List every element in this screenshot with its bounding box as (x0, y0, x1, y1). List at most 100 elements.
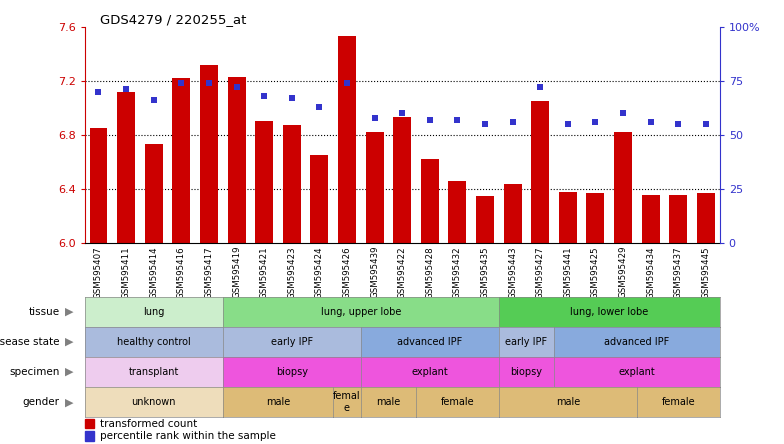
Bar (614, 132, 632, 243)
Text: transformed count: transformed count (100, 419, 198, 429)
Point (313, 103, 325, 111)
Text: GSM595437: GSM595437 (673, 246, 683, 299)
Point (423, 116, 436, 123)
Bar (89, 128, 107, 243)
Text: unknown: unknown (132, 397, 176, 407)
Bar (394, 117, 411, 243)
Bar (227, 77, 245, 243)
Point (285, 95, 298, 102)
Text: tissue: tissue (29, 307, 60, 317)
Point (479, 121, 492, 128)
Bar (172, 78, 191, 243)
Text: GSM595439: GSM595439 (370, 246, 379, 298)
Text: ▶: ▶ (65, 367, 74, 377)
Text: male: male (556, 397, 580, 407)
Point (202, 79, 215, 87)
Bar (338, 36, 356, 243)
Point (341, 79, 354, 87)
Bar (255, 122, 273, 243)
Text: GSM595411: GSM595411 (122, 246, 131, 299)
Bar (200, 64, 218, 243)
Point (175, 79, 187, 87)
Bar (310, 155, 328, 243)
Point (147, 97, 160, 104)
Text: ▶: ▶ (65, 397, 74, 407)
Bar (559, 192, 577, 243)
Bar (145, 144, 162, 243)
Point (672, 121, 684, 128)
Text: GSM595428: GSM595428 (425, 246, 434, 299)
Bar (117, 91, 135, 243)
Bar (448, 181, 466, 243)
Text: GSM595419: GSM595419 (232, 246, 241, 298)
Text: biopsy: biopsy (510, 367, 543, 377)
Text: male: male (376, 397, 401, 407)
Text: GSM595426: GSM595426 (343, 246, 351, 299)
Text: male: male (266, 397, 290, 407)
Point (534, 84, 546, 91)
Text: lung, lower lobe: lung, lower lobe (570, 307, 648, 317)
Text: early IPF: early IPF (270, 337, 313, 347)
Text: GSM595445: GSM595445 (702, 246, 710, 299)
Point (93, 88, 105, 95)
Text: ▶: ▶ (65, 337, 74, 347)
Bar (421, 159, 439, 243)
Text: advanced IPF: advanced IPF (604, 337, 670, 347)
Bar (283, 126, 301, 243)
Text: GSM595425: GSM595425 (591, 246, 600, 299)
Text: biopsy: biopsy (276, 367, 308, 377)
Text: GSM595435: GSM595435 (481, 246, 489, 299)
Bar (642, 194, 659, 243)
Point (617, 110, 630, 117)
Point (396, 110, 408, 117)
Text: GSM595427: GSM595427 (535, 246, 545, 299)
Point (644, 119, 657, 126)
Text: GSM595443: GSM595443 (508, 246, 517, 299)
Bar (365, 132, 383, 243)
Bar (476, 196, 494, 243)
Point (590, 119, 602, 126)
Point (451, 116, 463, 123)
Point (368, 114, 381, 121)
Text: GSM595417: GSM595417 (205, 246, 213, 299)
Text: advanced IPF: advanced IPF (397, 337, 463, 347)
Text: GSM595432: GSM595432 (453, 246, 462, 299)
Bar (697, 193, 715, 243)
Text: GDS4279 / 220255_at: GDS4279 / 220255_at (100, 13, 247, 26)
Point (120, 86, 132, 93)
Text: GSM595423: GSM595423 (287, 246, 296, 299)
Text: lung, upper lobe: lung, upper lobe (321, 307, 401, 317)
Text: percentile rank within the sample: percentile rank within the sample (100, 431, 276, 441)
Text: GSM595416: GSM595416 (177, 246, 186, 299)
Text: early IPF: early IPF (506, 337, 547, 347)
Text: GSM595422: GSM595422 (397, 246, 407, 299)
Text: GSM595407: GSM595407 (94, 246, 103, 299)
Text: femal
e: femal e (333, 392, 361, 413)
Bar (532, 101, 550, 243)
Bar (503, 184, 521, 243)
Text: GSM595429: GSM595429 (619, 246, 627, 298)
Bar (586, 193, 604, 243)
Bar (85, 431, 94, 440)
Text: female: female (441, 397, 474, 407)
Text: female: female (662, 397, 695, 407)
Text: healthy control: healthy control (117, 337, 191, 347)
Point (506, 119, 519, 126)
Bar (670, 194, 688, 243)
Text: GSM595434: GSM595434 (646, 246, 655, 299)
Bar (85, 419, 94, 428)
Text: gender: gender (23, 397, 60, 407)
Text: explant: explant (412, 367, 448, 377)
Point (230, 84, 243, 91)
Text: transplant: transplant (129, 367, 179, 377)
Point (258, 92, 270, 99)
Text: GSM595414: GSM595414 (149, 246, 158, 299)
Point (561, 121, 574, 128)
Text: GSM595424: GSM595424 (315, 246, 324, 299)
Text: lung: lung (143, 307, 165, 317)
Point (699, 121, 712, 128)
Text: GSM595441: GSM595441 (564, 246, 572, 299)
Text: GSM595421: GSM595421 (260, 246, 269, 299)
Text: disease state: disease state (0, 337, 60, 347)
Text: ▶: ▶ (65, 307, 74, 317)
